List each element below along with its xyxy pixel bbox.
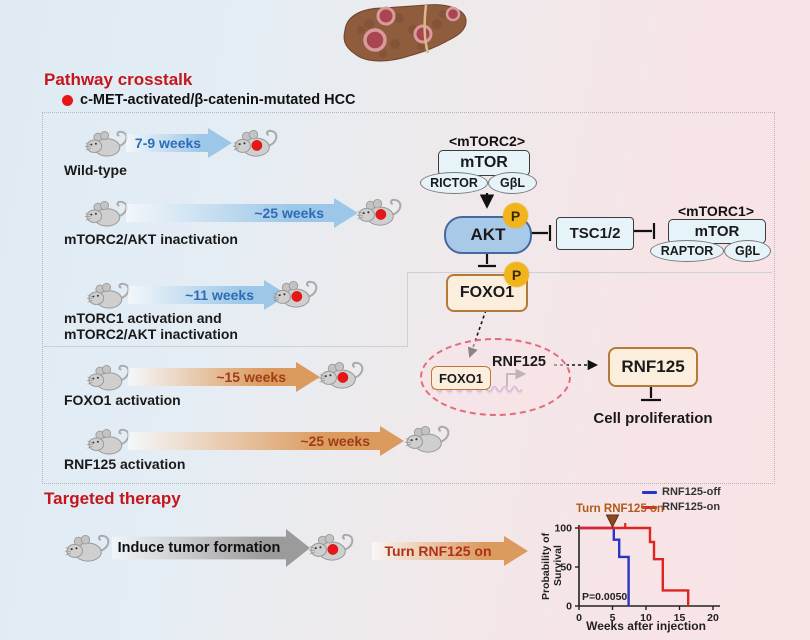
mouse-icon <box>86 360 132 393</box>
mouse-icon <box>84 196 130 229</box>
rnf125-protein-box: RNF125 <box>608 347 698 387</box>
panel-divider-left <box>43 346 407 347</box>
weeks-label: ~25 weeks <box>300 433 370 449</box>
svg-text:20: 20 <box>707 612 719 624</box>
foxo1-to-nucleus-dashed-arrow <box>467 309 487 358</box>
foxo1-phospho-badge: P <box>504 262 529 287</box>
experiment-label: RNF125 activation <box>64 456 186 472</box>
chart-pvalue: P=0.0050 <box>582 591 628 603</box>
akt-phospho-badge: P <box>503 203 528 228</box>
liver-illustration <box>343 4 467 62</box>
experiment-label: mTORC2/AKT inactivation <box>64 231 238 247</box>
chart-legend: RNF125-off RNF125-on <box>642 486 721 516</box>
tsc-inhibits-mtorc1-tbar <box>634 223 656 239</box>
rictor-ellipse: RICTOR <box>420 172 488 194</box>
induce-tumor-label: Induce tumor formation <box>117 540 281 556</box>
mouse-icon <box>64 530 112 564</box>
mouse-icon <box>86 278 132 311</box>
pathway-crosstalk-heading: Pathway crosstalk <box>44 70 193 89</box>
weeks-label: 7-9 weeks <box>134 135 202 151</box>
tumor-mouse-icon <box>318 357 366 391</box>
mtorc1-gbl-ellipse: GβL <box>724 240 771 262</box>
svg-text:100: 100 <box>554 523 572 535</box>
rnf125-gene-label: RNF125 <box>492 354 546 370</box>
svg-text:15: 15 <box>674 612 686 624</box>
healthy-mouse-icon <box>404 421 452 455</box>
legend-swatch-on <box>642 505 657 509</box>
tumor-legend-dot-icon <box>62 94 73 106</box>
cell-proliferation-label: Cell proliferation <box>593 410 713 427</box>
akt-node: AKT <box>444 216 532 254</box>
experiment-label: mTORC1 activation and mTORC2/AKT inactiv… <box>64 310 238 343</box>
tumor-mouse-icon <box>356 194 404 228</box>
rnf125-inhibits-proliferation-tbar <box>641 385 661 402</box>
svg-text:50: 50 <box>560 562 572 574</box>
svg-text:0: 0 <box>576 612 582 624</box>
mtorc1-title: <mTORC1> <box>678 203 754 219</box>
tumor-mouse-icon <box>308 529 356 563</box>
chart-ylabel: Probability of Survival <box>540 532 564 600</box>
survival-chart: 0 5 10 15 20 0 50 100 RNF125-off RNF125-on Turn… <box>536 483 800 640</box>
weeks-label: ~11 weeks <box>185 287 254 303</box>
liver-tumors <box>363 6 461 52</box>
experiment-label: Wild-type <box>64 162 127 178</box>
akt-inhibits-tsc-tbar <box>530 225 552 241</box>
experiment-label: FOXO1 activation <box>64 392 181 408</box>
weeks-label: ~25 weeks <box>254 205 324 221</box>
mtorc2-gbl-ellipse: GβL <box>488 172 537 194</box>
raptor-ellipse: RAPTOR <box>650 240 724 262</box>
legend-label-on: RNF125-on <box>662 501 721 513</box>
survival-chart-plot: 0 5 10 15 20 0 50 100 <box>554 514 720 624</box>
legend-label-off: RNF125-off <box>662 486 721 498</box>
weeks-label: ~15 weeks <box>216 369 286 385</box>
svg-text:10: 10 <box>640 612 652 624</box>
legend-entry-rnf125-on: RNF125-on <box>642 501 721 513</box>
turn-rnf125-on-label: Turn RNF125 on <box>384 543 492 559</box>
chart-annotation-text: Turn RNF125 on <box>576 503 664 515</box>
panel-divider-right <box>407 272 772 273</box>
legend-swatch-off <box>642 490 657 494</box>
mtorc2-title: <mTORC2> <box>449 133 525 149</box>
tsc12-box: TSC1/2 <box>556 217 634 250</box>
mouse-icon <box>86 424 132 457</box>
legend-entry-rnf125-off: RNF125-off <box>642 486 721 498</box>
akt-inhibits-foxo1-tbar <box>478 252 496 268</box>
targeted-therapy-heading: Targeted therapy <box>44 489 181 508</box>
svg-text:5: 5 <box>610 612 616 624</box>
nuclear-foxo1-box: FOXO1 <box>431 366 491 390</box>
tumor-mouse-icon <box>272 276 320 310</box>
mouse-icon <box>84 126 130 159</box>
hcc-subtitle: c-MET-activated/β-catenin-mutated HCC <box>80 92 356 108</box>
panel-divider-vertical <box>407 272 408 347</box>
svg-text:0: 0 <box>566 601 572 613</box>
pathway-crosstalk-panel <box>42 112 775 484</box>
hcc-subtitle-row: c-MET-activated/β-catenin-mutated HCC <box>62 92 356 108</box>
tumor-mouse-icon <box>232 125 280 159</box>
chart-xlabel: Weeks after injection <box>586 619 706 633</box>
